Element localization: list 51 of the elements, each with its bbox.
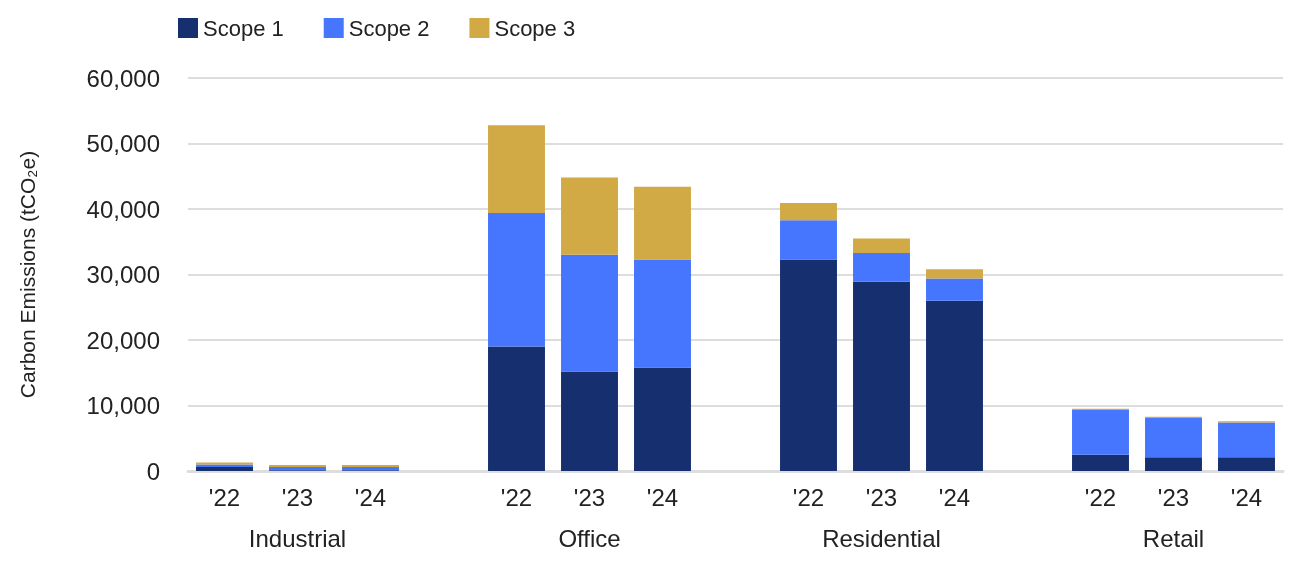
x-tick-label: '22 [792, 483, 825, 511]
bar [1072, 454, 1129, 471]
text: Office [558, 524, 621, 552]
y-axis-title: Carbon Emissions (tCO₂e) [16, 150, 39, 399]
x-tick-label: '22 [1084, 483, 1117, 511]
legend-label: Scope 2 [348, 15, 430, 41]
bar [926, 269, 983, 279]
bar [634, 186, 691, 260]
text: Retail [1142, 524, 1205, 552]
bar [488, 125, 545, 213]
bar [926, 300, 983, 471]
bar [780, 220, 837, 260]
y-tick-label: 10,000 [86, 392, 160, 419]
legend-label: Scope 3 [494, 15, 576, 41]
bar [561, 254, 618, 372]
bar [634, 367, 691, 471]
bar [780, 203, 837, 221]
bar [1145, 457, 1202, 471]
x-tick-label: '23 [1157, 483, 1190, 511]
y-tick-label: 20,000 [86, 326, 160, 354]
bar [926, 278, 983, 301]
x-tick-label: '22 [208, 483, 241, 511]
x-tick-label: '24 [646, 483, 679, 511]
bar [1218, 422, 1275, 458]
bar [853, 238, 910, 253]
y-tick-label: 30,000 [86, 261, 160, 288]
bar [561, 371, 618, 471]
y-tick-label: 50,000 [86, 130, 160, 157]
y-tick-label: 0 [146, 457, 160, 485]
x-tick-label: '23 [573, 483, 606, 511]
y-tick-label: 40,000 [86, 195, 160, 223]
bar [561, 177, 618, 255]
text: Industrial [248, 524, 347, 552]
x-tick-label: '24 [938, 483, 971, 511]
x-tick-label: '24 [354, 483, 387, 511]
bar [1145, 417, 1202, 458]
bar [853, 252, 910, 282]
x-tick-label: '23 [865, 483, 898, 511]
x-tick-label: '23 [281, 483, 314, 511]
bar [488, 346, 545, 471]
bar [1072, 410, 1129, 455]
text: Residential [822, 524, 941, 552]
bar [634, 259, 691, 368]
bar [780, 259, 837, 471]
y-tick-label: 60,000 [86, 64, 160, 92]
x-tick-label: '22 [500, 483, 533, 511]
bar [1218, 457, 1275, 471]
x-tick-label: '24 [1230, 483, 1263, 511]
legend-label: Scope 1 [203, 15, 284, 41]
bar [853, 281, 910, 471]
bar [488, 212, 545, 347]
